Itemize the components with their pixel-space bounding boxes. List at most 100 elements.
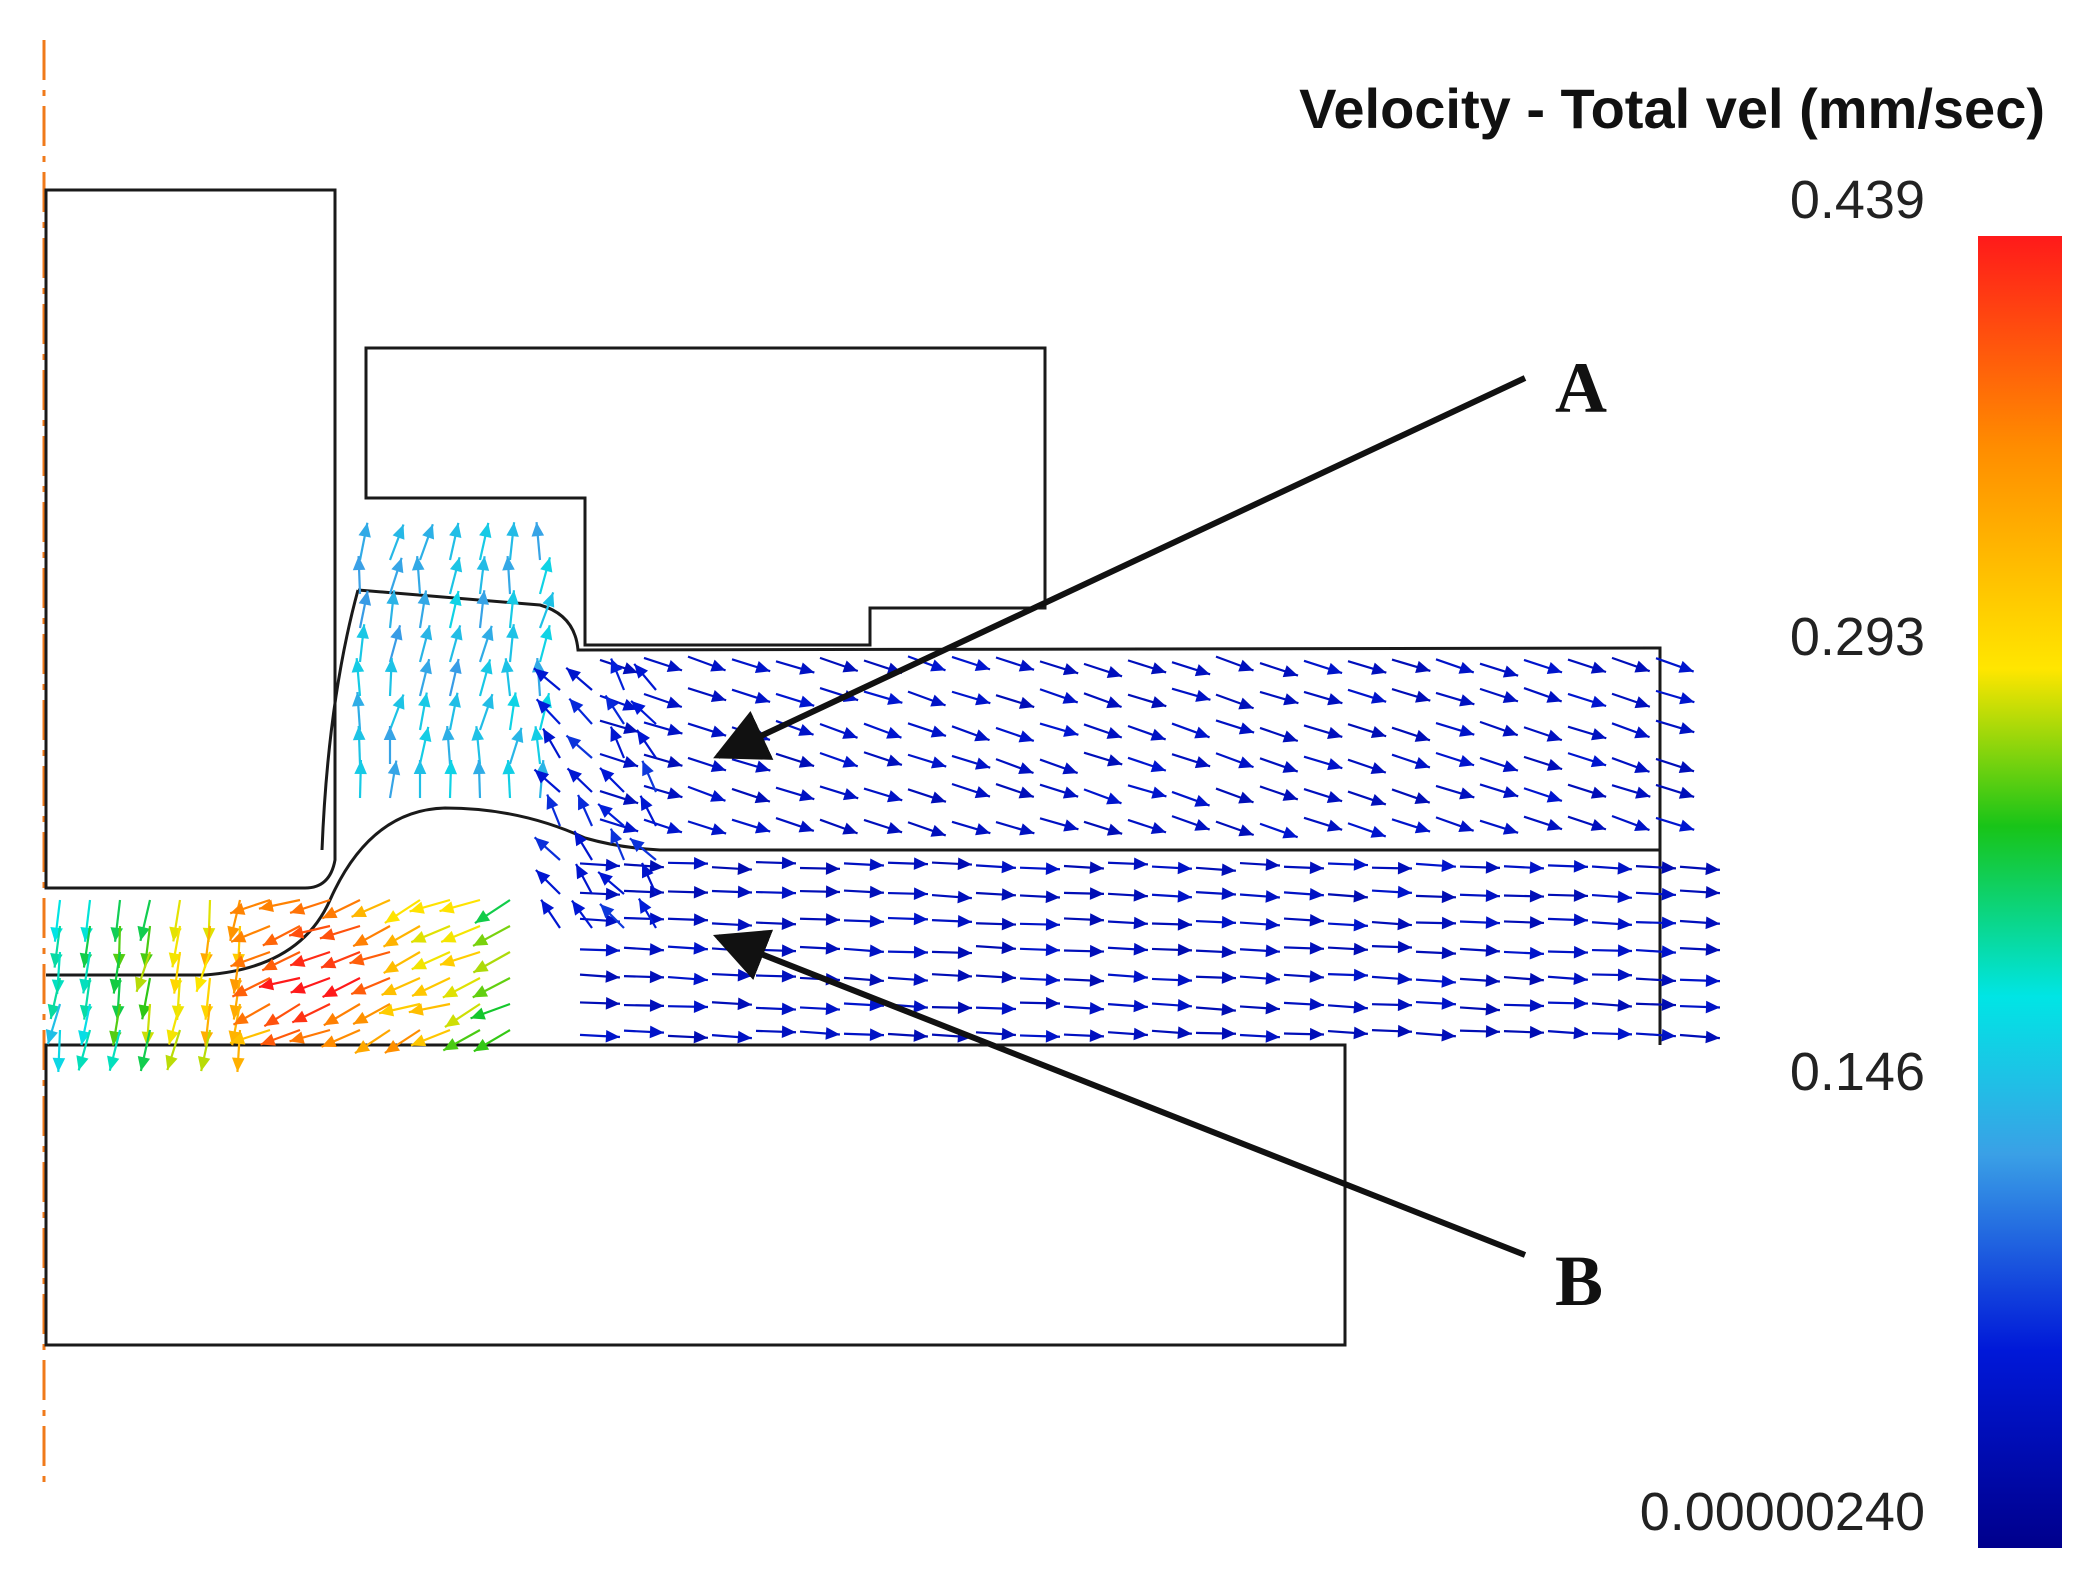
velocity-vector-head: [1661, 861, 1676, 874]
velocity-vector-head: [957, 1001, 972, 1014]
velocity-vector-head: [166, 1029, 179, 1045]
velocity-vector-head: [754, 821, 771, 834]
velocity-vector-head: [1194, 726, 1210, 739]
velocity-vector-head: [640, 795, 653, 812]
velocity-vector-head: [535, 870, 551, 885]
velocity-vector-head: [1678, 786, 1695, 799]
velocity-vector-head: [354, 760, 367, 775]
velocity-vector-head: [781, 886, 796, 900]
velocity-vector-head: [1617, 1027, 1632, 1041]
velocity-vector-head: [710, 690, 727, 703]
velocity-vector-head: [231, 930, 247, 943]
velocity-vector-head: [474, 910, 491, 924]
velocity-vector-head: [1370, 793, 1386, 806]
velocity-vector-head: [693, 972, 708, 986]
velocity-vector-head: [409, 901, 425, 914]
velocity-vector-head: [913, 887, 928, 901]
velocity-vector-head: [480, 659, 493, 675]
velocity-vector-head: [1397, 1024, 1412, 1038]
velocity-vector-head: [1441, 1028, 1456, 1042]
velocity-vector-head: [649, 999, 664, 1012]
velocity-vector-head: [352, 556, 366, 571]
velocity-vector-head: [443, 1038, 459, 1051]
punch-outline: [44, 188, 337, 890]
velocity-vector-head: [1238, 824, 1254, 837]
velocity-vector-head: [1705, 1030, 1720, 1044]
velocity-vector-head: [1326, 662, 1343, 675]
velocity-vector-head: [1019, 823, 1035, 836]
velocity-vector-head: [1397, 940, 1412, 954]
velocity-vector-head: [1590, 661, 1607, 674]
velocity-vector-head: [1045, 1029, 1060, 1043]
velocity-vector-head: [636, 729, 651, 745]
velocity-vector-head: [323, 1012, 340, 1026]
velocity-vector-head: [754, 661, 771, 674]
velocity-vector-head: [566, 735, 582, 750]
velocity-vector-head: [352, 726, 366, 741]
velocity-vector-head: [197, 1056, 211, 1072]
velocity-vector-head: [1414, 729, 1430, 742]
velocity-vector-head: [974, 786, 990, 799]
velocity-vector-head: [506, 624, 519, 639]
velocity-vector-head: [230, 902, 246, 915]
velocity-vector-head: [392, 694, 405, 710]
velocity-vector-head: [667, 723, 683, 736]
velocity-vector-head: [825, 885, 840, 898]
velocity-vector-head: [1353, 889, 1368, 903]
velocity-vector-head: [1045, 890, 1060, 904]
velocity-vector-head: [1529, 861, 1544, 874]
velocity-vector-head: [1089, 974, 1104, 987]
velocity-vector-head: [781, 1025, 796, 1039]
velocity-vector-head: [930, 791, 946, 804]
velocity-vector-head: [1546, 690, 1562, 703]
velocity-vector-head: [1309, 913, 1324, 927]
velocity-vector-head: [353, 933, 369, 947]
velocity-vector-head: [1326, 790, 1343, 803]
velocity-vector-head: [869, 973, 884, 987]
velocity-vector-head: [1397, 917, 1412, 931]
velocity-vector-head: [1573, 860, 1588, 873]
velocity-vector-head: [869, 998, 884, 1012]
legend-colorbar: [1978, 236, 2062, 1548]
velocity-vector-head: [1238, 659, 1254, 672]
velocity-vector-head: [412, 984, 428, 996]
velocity-vector-head: [1705, 974, 1720, 987]
velocity-vector-head: [842, 660, 858, 673]
velocity-vector-head: [321, 1035, 337, 1047]
velocity-vector-head: [233, 1012, 249, 1025]
legend-max-label: 0.439: [1790, 170, 1925, 230]
velocity-vector-head: [567, 768, 582, 783]
velocity-vector-head: [1062, 762, 1078, 775]
velocity-vector-head: [1238, 697, 1254, 710]
velocity-vector-head: [1045, 918, 1060, 931]
velocity-vector-head: [1089, 861, 1104, 874]
velocity-vector-head: [605, 970, 620, 983]
velocity-vector-head: [610, 726, 623, 742]
velocity-vector-head: [1441, 890, 1456, 904]
velocity-vector-head: [47, 1003, 60, 1019]
velocity-vector-head: [1705, 916, 1720, 930]
velocity-vector-head: [1282, 665, 1298, 678]
velocity-vector-head: [1441, 975, 1456, 988]
velocity-vector-head: [165, 1054, 178, 1071]
velocity-vector-head: [1546, 662, 1563, 675]
velocity-vector-head: [1089, 1002, 1104, 1015]
velocity-vector-head: [1634, 761, 1650, 773]
velocity-vector-head: [78, 1030, 91, 1046]
velocity-vector-head: [1573, 913, 1588, 927]
velocity-vector-head: [1661, 973, 1676, 987]
velocity-vector-head: [1353, 1026, 1368, 1040]
velocity-vector-head: [798, 755, 815, 768]
velocity-vector-head: [1133, 942, 1148, 956]
velocity-vector-head: [1705, 862, 1720, 876]
velocity-vector-head: [605, 858, 620, 872]
velocity-vector-head: [825, 942, 840, 955]
velocity-vector-head: [1106, 726, 1122, 739]
velocity-vector-head: [1265, 890, 1280, 903]
velocity-vector-head: [754, 791, 770, 804]
velocity-vector-head: [1327, 758, 1343, 771]
velocity-vector-head: [290, 954, 306, 967]
velocity-vector-head: [1133, 1027, 1148, 1041]
velocity-vector-head: [1001, 1027, 1016, 1041]
velocity-vector-head: [321, 956, 337, 969]
